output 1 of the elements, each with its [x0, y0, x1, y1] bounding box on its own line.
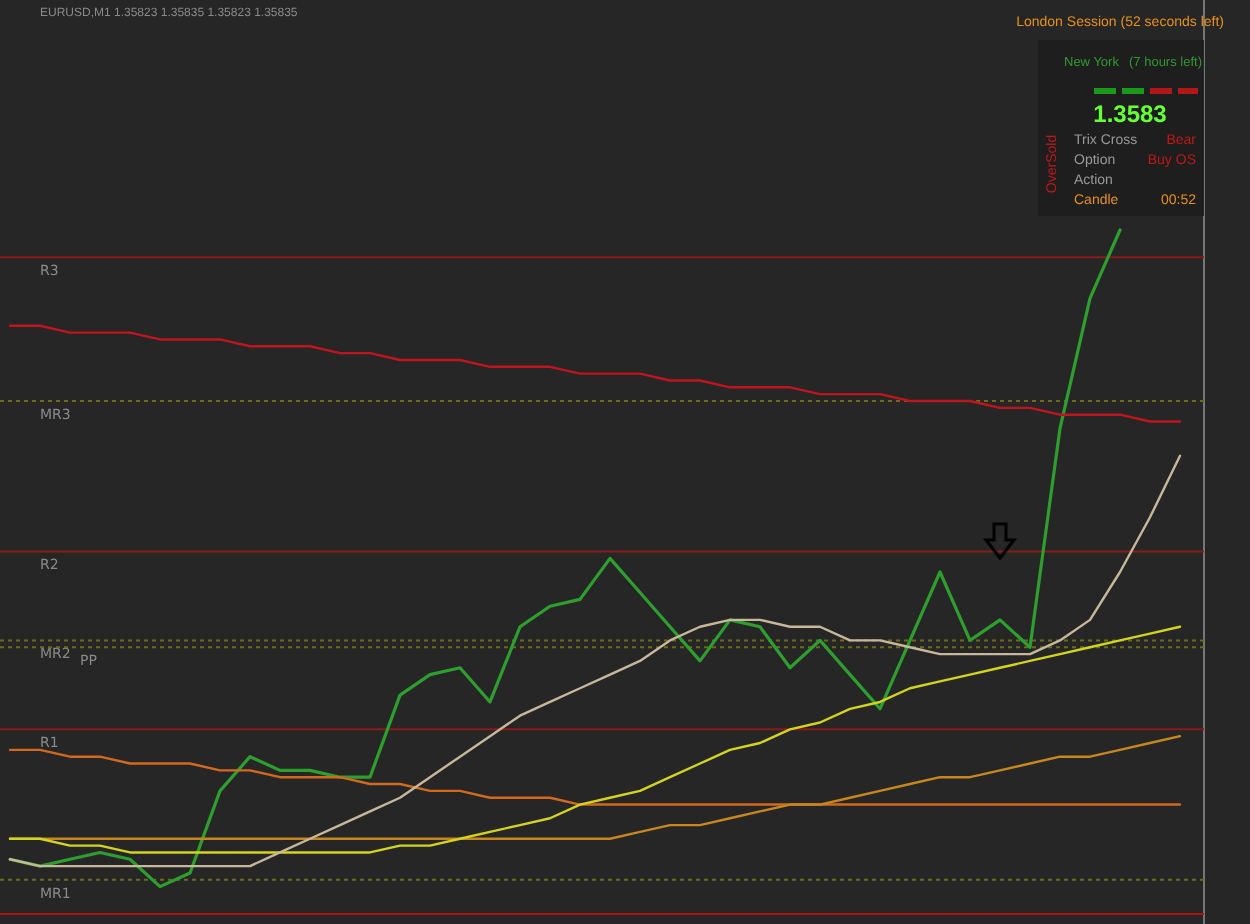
text: 1.3583 [1093, 100, 1168, 128]
